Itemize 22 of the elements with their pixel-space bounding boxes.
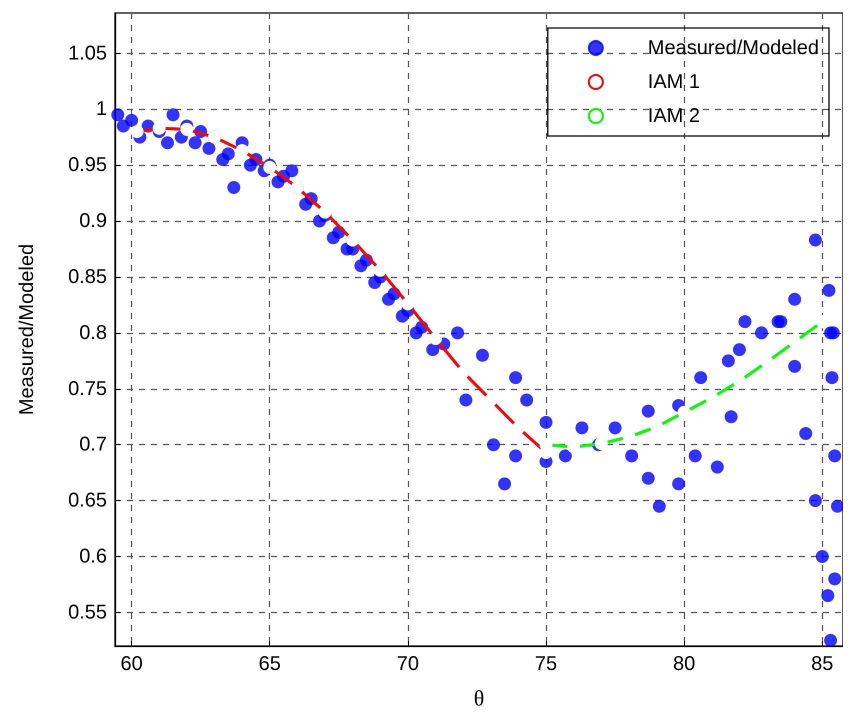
x-axis-title: θ bbox=[474, 686, 484, 710]
y-tick-label: 0.65 bbox=[68, 490, 107, 512]
y-tick-label: 0.9 bbox=[79, 210, 107, 232]
y-tick-label: 0.7 bbox=[79, 434, 107, 456]
y-tick-label: 1.05 bbox=[68, 42, 107, 64]
x-tick-label: 60 bbox=[120, 653, 143, 675]
x-tick-label: 75 bbox=[534, 653, 558, 675]
y-tick-label: 0.55 bbox=[68, 601, 107, 624]
x-tick-label: 65 bbox=[258, 653, 281, 675]
legend-label: IAM 1 bbox=[648, 71, 700, 93]
y-tick-label: 0.75 bbox=[68, 378, 107, 400]
legend-label: IAM 2 bbox=[648, 105, 700, 127]
y-tick-label: 0.8 bbox=[79, 322, 107, 344]
y-axis-title: Measured/Modeled bbox=[16, 244, 38, 416]
x-tick-label: 80 bbox=[673, 653, 696, 675]
legend-label: Measured/Modeled bbox=[648, 37, 820, 59]
y-tick-label: 0.6 bbox=[79, 546, 107, 568]
y-tick-label: 0.95 bbox=[68, 154, 107, 176]
y-tick-label: 1 bbox=[96, 98, 107, 120]
x-tick-label: 70 bbox=[396, 653, 419, 675]
y-tick-label: 0.85 bbox=[68, 266, 107, 288]
x-tick-label: 85 bbox=[811, 653, 834, 675]
